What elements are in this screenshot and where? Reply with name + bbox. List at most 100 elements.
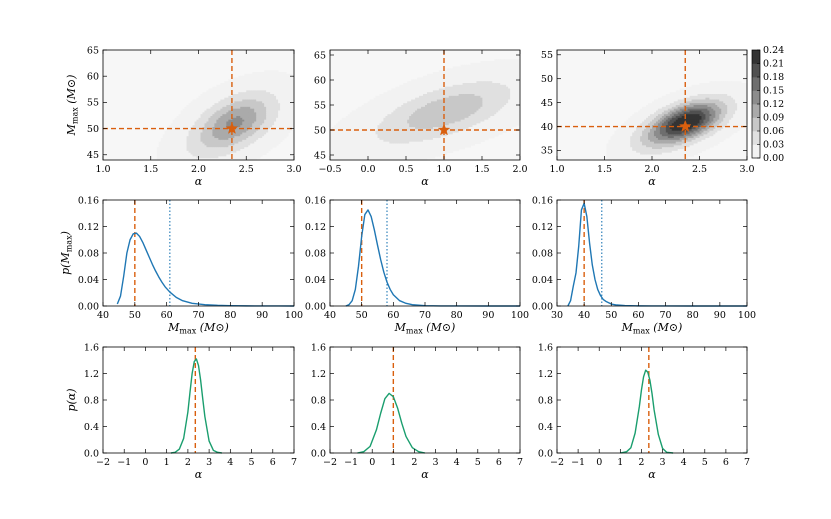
contour-cell bbox=[361, 130, 365, 133]
contour-cell bbox=[331, 152, 335, 155]
contour-cell bbox=[387, 90, 390, 93]
contour-cell bbox=[391, 94, 394, 97]
contour-cell bbox=[335, 150, 339, 154]
contour-cell bbox=[434, 84, 438, 88]
contour-cell bbox=[403, 145, 406, 148]
contour-cell bbox=[272, 99, 275, 102]
contour-cell bbox=[330, 139, 333, 143]
contour-cell bbox=[216, 145, 219, 148]
contour-cell bbox=[417, 158, 420, 161]
contour-cell bbox=[375, 132, 378, 135]
contour-cell bbox=[415, 110, 418, 113]
contour-cell bbox=[419, 119, 422, 122]
contour-cell bbox=[379, 105, 382, 108]
contour-cell bbox=[248, 136, 251, 139]
contour-cell bbox=[432, 130, 436, 133]
contour-cell bbox=[198, 128, 201, 132]
contour-cell bbox=[250, 92, 253, 95]
contour-cell bbox=[216, 106, 219, 110]
contour-cell bbox=[335, 123, 339, 126]
contour-cell bbox=[454, 117, 458, 121]
contour-cell bbox=[399, 117, 402, 121]
contour-cell bbox=[196, 99, 199, 102]
contour-cell bbox=[254, 97, 257, 100]
contour-cell bbox=[438, 73, 442, 77]
contour-cell bbox=[162, 138, 166, 141]
y-tick-label: 45 bbox=[87, 150, 99, 161]
contour-cell bbox=[434, 154, 438, 157]
contour-cell bbox=[272, 117, 275, 121]
contour-cell bbox=[456, 70, 460, 73]
contour-cell bbox=[403, 101, 406, 104]
contour-cell bbox=[361, 136, 365, 139]
contour-cell bbox=[176, 119, 180, 122]
contour-cell bbox=[288, 81, 291, 84]
contour-cell bbox=[238, 152, 241, 155]
contour-cell bbox=[216, 141, 219, 144]
contour-cell bbox=[274, 70, 277, 73]
contour-cell bbox=[228, 84, 231, 88]
contour-cell bbox=[250, 86, 253, 89]
contour-cell bbox=[194, 125, 197, 128]
contour-cell bbox=[446, 103, 450, 106]
contour-cell bbox=[450, 114, 454, 117]
contour-cell bbox=[373, 134, 376, 137]
contour-cell bbox=[417, 134, 420, 137]
contour-cell bbox=[196, 134, 199, 137]
contour-cell bbox=[440, 95, 444, 99]
contour-cell bbox=[359, 141, 363, 144]
contour-cell bbox=[228, 147, 231, 150]
contour-cell bbox=[411, 149, 414, 152]
contour-cell bbox=[373, 158, 376, 161]
contour-cell bbox=[212, 99, 215, 102]
contour-cell bbox=[456, 79, 460, 82]
contour-cell bbox=[268, 105, 271, 108]
contour-cell bbox=[434, 105, 438, 108]
contour-cell bbox=[232, 119, 235, 122]
contour-cell bbox=[373, 152, 376, 155]
contour-cell bbox=[421, 143, 424, 146]
contour-cell bbox=[202, 139, 205, 143]
contour-cell bbox=[425, 150, 428, 154]
contour-cell bbox=[252, 88, 255, 91]
contour-cell bbox=[234, 106, 237, 110]
contour-cell bbox=[292, 110, 295, 113]
contour-cell bbox=[258, 79, 261, 82]
contour-cell bbox=[430, 149, 434, 152]
contour-cell bbox=[256, 147, 259, 150]
contour-cell bbox=[272, 123, 275, 126]
contour-cell bbox=[405, 141, 408, 144]
contour-cell bbox=[222, 103, 225, 106]
contour-cell bbox=[369, 141, 372, 144]
contour-cell bbox=[371, 141, 374, 144]
contour-cell bbox=[210, 101, 213, 104]
contour-cell bbox=[454, 66, 458, 69]
contour-cell bbox=[274, 123, 277, 126]
contour-cell bbox=[262, 73, 265, 77]
contour-cell bbox=[355, 149, 359, 152]
contour-cell bbox=[242, 119, 245, 122]
contour-cell bbox=[393, 105, 396, 108]
contour-cell bbox=[286, 90, 289, 93]
contour-cell bbox=[432, 134, 436, 137]
contour-cell bbox=[200, 141, 203, 144]
contour-cell bbox=[280, 138, 283, 141]
contour-cell bbox=[333, 134, 337, 137]
contour-cell bbox=[196, 117, 199, 121]
contour-cell bbox=[347, 152, 351, 155]
contour-cell bbox=[440, 116, 444, 119]
contour-cell bbox=[417, 116, 420, 119]
contour-cell bbox=[188, 112, 191, 115]
contour-cell bbox=[407, 116, 410, 119]
contour-cell bbox=[331, 130, 335, 133]
contour-cell bbox=[436, 108, 440, 111]
contour-cell bbox=[228, 92, 231, 95]
contour-cell bbox=[442, 110, 446, 113]
contour-cell bbox=[222, 116, 225, 119]
contour-cell bbox=[276, 84, 279, 88]
contour-cell bbox=[425, 105, 428, 108]
contour-cell bbox=[256, 79, 259, 82]
contour-cell bbox=[454, 143, 458, 146]
contour-cell bbox=[444, 125, 448, 128]
contour-cell bbox=[339, 136, 343, 139]
